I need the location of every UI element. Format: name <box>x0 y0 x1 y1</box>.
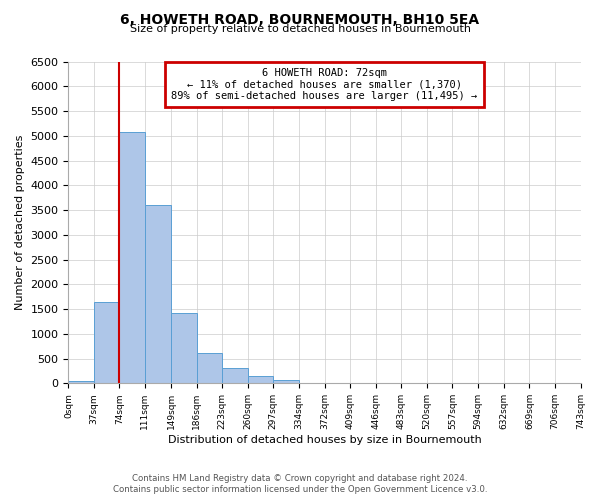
Text: Size of property relative to detached houses in Bournemouth: Size of property relative to detached ho… <box>130 24 470 34</box>
Bar <box>197 353 222 384</box>
Bar <box>94 302 119 384</box>
Text: 6 HOWETH ROAD: 72sqm
← 11% of detached houses are smaller (1,370)
89% of semi-de: 6 HOWETH ROAD: 72sqm ← 11% of detached h… <box>172 68 478 101</box>
Bar <box>119 132 145 384</box>
Bar <box>222 368 248 384</box>
Bar <box>273 380 299 384</box>
Y-axis label: Number of detached properties: Number of detached properties <box>15 134 25 310</box>
Bar <box>248 376 273 384</box>
Bar <box>171 313 197 384</box>
Text: Contains HM Land Registry data © Crown copyright and database right 2024.
Contai: Contains HM Land Registry data © Crown c… <box>113 474 487 494</box>
Bar <box>299 382 325 384</box>
Text: 6, HOWETH ROAD, BOURNEMOUTH, BH10 5EA: 6, HOWETH ROAD, BOURNEMOUTH, BH10 5EA <box>121 12 479 26</box>
X-axis label: Distribution of detached houses by size in Bournemouth: Distribution of detached houses by size … <box>167 435 481 445</box>
Bar <box>68 380 94 384</box>
Bar <box>145 205 171 384</box>
